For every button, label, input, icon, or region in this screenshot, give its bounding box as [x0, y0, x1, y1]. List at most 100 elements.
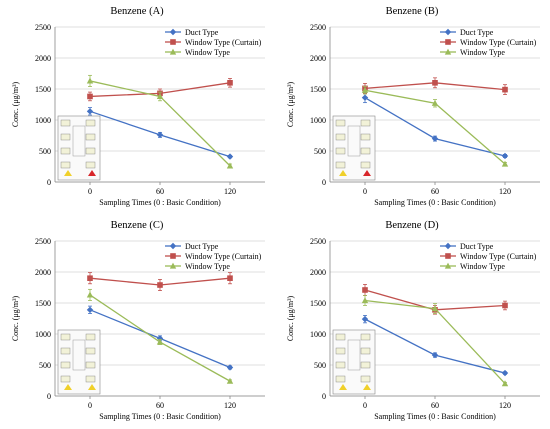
inset-warning-marker	[88, 170, 96, 176]
y-tick-label: 2000	[35, 54, 51, 63]
legend-swatch-marker	[444, 262, 452, 269]
data-point	[86, 77, 94, 84]
series-duct-type	[361, 92, 509, 160]
inset-warning-marker	[363, 384, 371, 390]
data-point	[431, 351, 439, 359]
y-tick-label: 1000	[310, 116, 326, 125]
inset-room	[60, 161, 71, 169]
inset-room	[85, 347, 96, 355]
inset-warning-marker	[64, 170, 72, 176]
inset-room	[85, 147, 96, 155]
inset-room	[335, 375, 346, 383]
y-tick-label: 1500	[310, 299, 326, 308]
x-tick-label: 60	[431, 187, 439, 196]
legend-swatch-marker	[444, 242, 452, 250]
legend-label: Window Type (Curtain)	[460, 38, 537, 47]
legend-label: Duct Type	[460, 28, 494, 37]
x-tick-label: 120	[499, 401, 511, 410]
chart-panel-b: Benzene (B) 0 500 1000 1500 2000 2500 0 60 120 Sam…	[275, 0, 550, 214]
data-point	[87, 93, 93, 100]
inset-room	[85, 133, 96, 141]
data-point	[501, 380, 509, 387]
series-window-type-curtain-	[87, 272, 233, 291]
y-tick-label: 0	[47, 178, 51, 187]
inset-room	[335, 119, 346, 127]
chart-panel-d: Benzene (D) 0 500 1000 1500 2000 2500 0 60 120 Sam…	[275, 214, 550, 428]
inset-warning-marker	[339, 384, 347, 390]
floorplan-inset-image	[57, 329, 101, 395]
inset-room	[360, 361, 371, 369]
data-point	[501, 160, 509, 167]
data-point	[501, 369, 509, 377]
x-tick-label: 120	[224, 187, 236, 196]
chart-title: Benzene (B)	[386, 6, 439, 17]
inset-room	[335, 161, 346, 169]
y-axis-label: Conc. (μg/m³)	[11, 295, 20, 341]
y-tick-label: 0	[47, 392, 51, 401]
data-point	[157, 282, 163, 288]
floorplan-inset-image	[332, 329, 376, 395]
data-point	[86, 306, 94, 314]
data-point	[361, 297, 369, 304]
y-tick-label: 2500	[35, 23, 51, 32]
inset-room	[60, 361, 71, 369]
data-point	[431, 305, 439, 312]
y-tick-label: 2500	[310, 23, 326, 32]
legend-swatch-marker	[170, 253, 176, 259]
y-tick-label: 2500	[310, 237, 326, 246]
data-point	[226, 162, 234, 169]
legend-label: Window Type (Curtain)	[460, 252, 537, 261]
chart-title: Benzene (D)	[385, 220, 439, 231]
inset-room	[335, 347, 346, 355]
legend-label: Window Type (Curtain)	[185, 252, 262, 261]
y-axis-label: Conc. (μg/m³)	[11, 81, 20, 127]
data-point	[501, 152, 509, 160]
legend-swatch-marker	[169, 262, 177, 269]
inset-room	[85, 333, 96, 341]
x-tick-label: 0	[363, 187, 367, 196]
x-axis-label: Sampling Times (0 : Basic Condition)	[374, 412, 496, 421]
y-tick-label: 500	[314, 361, 326, 370]
inset-room	[335, 361, 346, 369]
data-point	[227, 80, 233, 86]
chart-title: Benzene (A)	[110, 6, 164, 17]
y-tick-label: 1500	[35, 299, 51, 308]
legend-label: Window Type	[460, 262, 505, 271]
data-point	[361, 94, 369, 101]
legend-label: Duct Type	[460, 242, 494, 251]
y-tick-label: 1500	[310, 85, 326, 94]
y-tick-label: 2000	[310, 54, 326, 63]
y-axis-label: Conc. (μg/m³)	[286, 295, 295, 341]
series-duct-type	[86, 305, 234, 371]
inset-room	[85, 119, 96, 127]
series-window-type-curtain-	[362, 77, 508, 95]
x-tick-label: 0	[88, 187, 92, 196]
legend-label: Duct Type	[185, 242, 219, 251]
data-point	[156, 338, 164, 345]
data-point	[432, 80, 438, 86]
inset-room	[335, 133, 346, 141]
x-axis-label: Sampling Times (0 : Basic Condition)	[99, 412, 221, 421]
x-tick-label: 120	[499, 187, 511, 196]
legend-swatch-marker	[169, 242, 177, 250]
legend-label: Window Type (Curtain)	[185, 38, 262, 47]
y-tick-label: 0	[322, 392, 326, 401]
legend-swatch-marker	[445, 253, 451, 259]
inset-hall	[72, 339, 86, 371]
data-point	[502, 86, 508, 93]
legend-label: Window Type	[460, 48, 505, 57]
y-tick-label: 2000	[310, 268, 326, 277]
data-point	[86, 108, 94, 115]
x-tick-label: 0	[88, 401, 92, 410]
inset-hall	[72, 125, 86, 157]
legend-label: Duct Type	[185, 28, 219, 37]
data-point	[227, 275, 233, 281]
y-tick-label: 1000	[310, 330, 326, 339]
x-tick-label: 60	[431, 401, 439, 410]
x-axis-label: Sampling Times (0 : Basic Condition)	[99, 198, 221, 207]
data-point	[86, 291, 94, 298]
x-tick-label: 0	[363, 401, 367, 410]
y-tick-label: 2500	[35, 237, 51, 246]
inset-warning-marker	[363, 170, 371, 176]
